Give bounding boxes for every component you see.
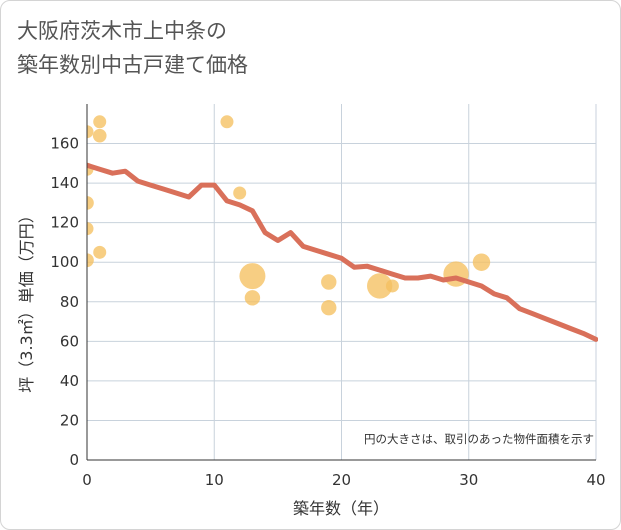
axes xyxy=(86,104,596,461)
y-tick-label: 160 xyxy=(50,135,79,153)
y-tick-label: 140 xyxy=(50,174,79,192)
x-tick-label: 40 xyxy=(586,471,605,489)
x-tick-label: 0 xyxy=(82,471,92,489)
y-tick-label: 120 xyxy=(50,214,79,232)
bubble-point xyxy=(239,263,266,290)
bubble-point xyxy=(321,274,337,290)
x-tick-label: 20 xyxy=(332,471,351,489)
y-tick-label: 100 xyxy=(50,253,79,271)
y-tick-label: 80 xyxy=(60,293,79,311)
bubble-point xyxy=(92,128,107,143)
x-tick-label: 10 xyxy=(205,471,224,489)
bubble-point xyxy=(87,253,94,268)
trend-line xyxy=(87,162,598,342)
bubble-point xyxy=(233,186,247,200)
chart-title: 大阪府茨木市上中条の 築年数別中古戸建て価格 xyxy=(17,14,248,82)
bubble-point xyxy=(321,300,337,316)
bubble-point xyxy=(220,115,234,129)
bubble-point xyxy=(472,253,491,271)
bubble-size-note: 円の大きさは、取引のあった物件面積を示す xyxy=(364,432,594,446)
bubble-point xyxy=(87,125,94,139)
x-axis-title: 築年数（年） xyxy=(293,499,389,518)
y-tick-label: 0 xyxy=(69,451,79,469)
trend-line-series xyxy=(87,162,598,342)
chart-title-line-2: 築年数別中古戸建て価格 xyxy=(17,53,248,77)
grid-lines xyxy=(87,104,597,460)
y-axis-title: 坪（3.3㎡）単価（万円） xyxy=(17,207,36,392)
y-tick-label: 40 xyxy=(60,372,79,390)
bubble-point xyxy=(87,196,94,210)
bubble-point xyxy=(93,115,107,129)
bubble-point xyxy=(244,290,261,306)
chart-title-line-1: 大阪府茨木市上中条の xyxy=(17,19,227,43)
bubble-series xyxy=(87,115,491,316)
y-tick-label: 20 xyxy=(60,411,79,429)
tick-labels: 0 20 40 60 80 100 120 140 160 0 10 20 30 40 xyxy=(50,135,605,489)
y-tick-label: 60 xyxy=(60,332,79,350)
bubble-point xyxy=(87,222,94,236)
bubble-point xyxy=(385,279,399,293)
bubble-point xyxy=(367,273,393,299)
x-tick-label: 30 xyxy=(459,471,478,489)
bubble-point xyxy=(93,245,107,259)
